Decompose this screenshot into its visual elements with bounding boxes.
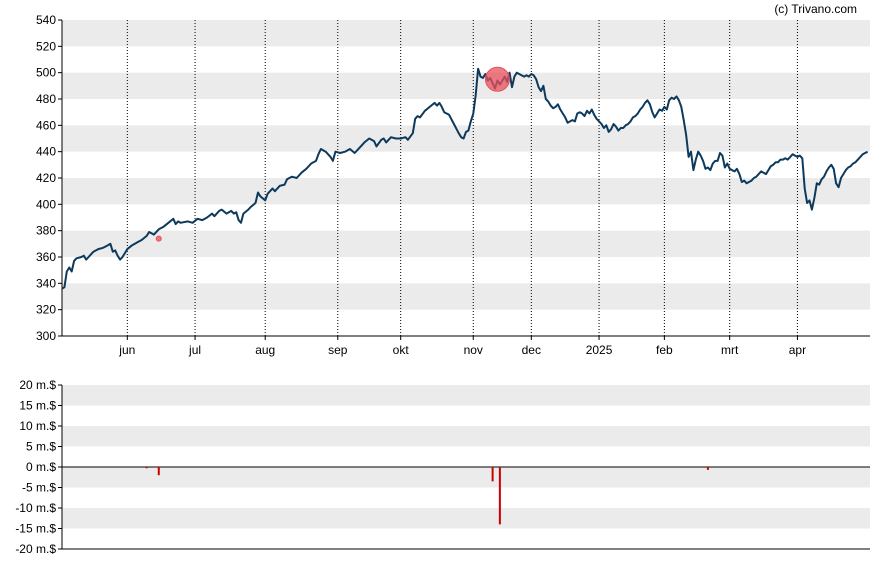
x-tick-label: mrt bbox=[721, 343, 739, 357]
y-tick-label: 0 m.$ bbox=[26, 460, 56, 474]
x-tick-label: feb bbox=[656, 343, 673, 357]
y-tick-label: -5 m.$ bbox=[22, 481, 56, 495]
x-tick-label: sep bbox=[328, 343, 348, 357]
grid-band bbox=[62, 385, 870, 406]
y-tick-label: 10 m.$ bbox=[19, 419, 56, 433]
y-tick-label: 380 bbox=[36, 224, 56, 238]
y-tick-label: 400 bbox=[36, 197, 56, 211]
y-tick-label: 460 bbox=[36, 118, 56, 132]
x-tick-label: nov bbox=[464, 343, 483, 357]
y-tick-label: 360 bbox=[36, 250, 56, 264]
y-tick-label: 15 m.$ bbox=[19, 399, 56, 413]
signal-marker bbox=[484, 66, 510, 92]
y-tick-label: 320 bbox=[36, 303, 56, 317]
y-tick-label: 20 m.$ bbox=[19, 378, 56, 392]
volume-bar bbox=[157, 467, 160, 476]
price-chart-panel: jun jul aug sep okt nov dec 2025 feb mrt apr 540 520… bbox=[36, 13, 870, 357]
credit-text: (c) Trivano.com bbox=[774, 2, 857, 16]
volume-bar bbox=[145, 467, 148, 469]
y-tick-label: -10 m.$ bbox=[15, 501, 56, 515]
grid-band bbox=[62, 20, 870, 47]
y-tick-label: -15 m.$ bbox=[15, 522, 56, 536]
volume-bar bbox=[706, 467, 709, 470]
y-tick-label: 500 bbox=[36, 66, 56, 80]
grid-band bbox=[62, 467, 870, 488]
volume-bar bbox=[491, 467, 494, 482]
grid-band bbox=[62, 72, 870, 99]
x-tick-label: jun bbox=[118, 343, 135, 357]
grid-band bbox=[62, 508, 870, 529]
y-tick-label: 5 m.$ bbox=[26, 440, 56, 454]
y-tick-label: 440 bbox=[36, 145, 56, 159]
volume-chart-panel: 20 m.$ 15 m.$ 10 m.$ 5 m.$ 0 m.$ -5 m.$ -10 m.… bbox=[15, 378, 870, 556]
x-tick-label: okt bbox=[393, 343, 410, 357]
x-tick-label: dec bbox=[522, 343, 541, 357]
y-tick-label: 420 bbox=[36, 171, 56, 185]
grid-band bbox=[62, 230, 870, 257]
x-tick-label: 2025 bbox=[586, 343, 613, 357]
grid-band bbox=[62, 125, 870, 152]
x-tick-label: aug bbox=[255, 343, 275, 357]
x-tick-label: apr bbox=[789, 343, 806, 357]
grid-band bbox=[62, 283, 870, 310]
y-tick-label: 520 bbox=[36, 39, 56, 53]
y-tick-label: -20 m.$ bbox=[15, 542, 56, 556]
grid-band bbox=[62, 426, 870, 447]
x-tick-label: jul bbox=[188, 343, 201, 357]
signal-marker bbox=[155, 235, 162, 242]
y-tick-label: 340 bbox=[36, 276, 56, 290]
y-tick-label: 540 bbox=[36, 13, 56, 27]
price-line bbox=[61, 67, 869, 290]
grid-band bbox=[62, 178, 870, 205]
y-tick-label: 300 bbox=[36, 329, 56, 343]
y-tick-label: 480 bbox=[36, 92, 56, 106]
volume-bar bbox=[498, 467, 501, 525]
